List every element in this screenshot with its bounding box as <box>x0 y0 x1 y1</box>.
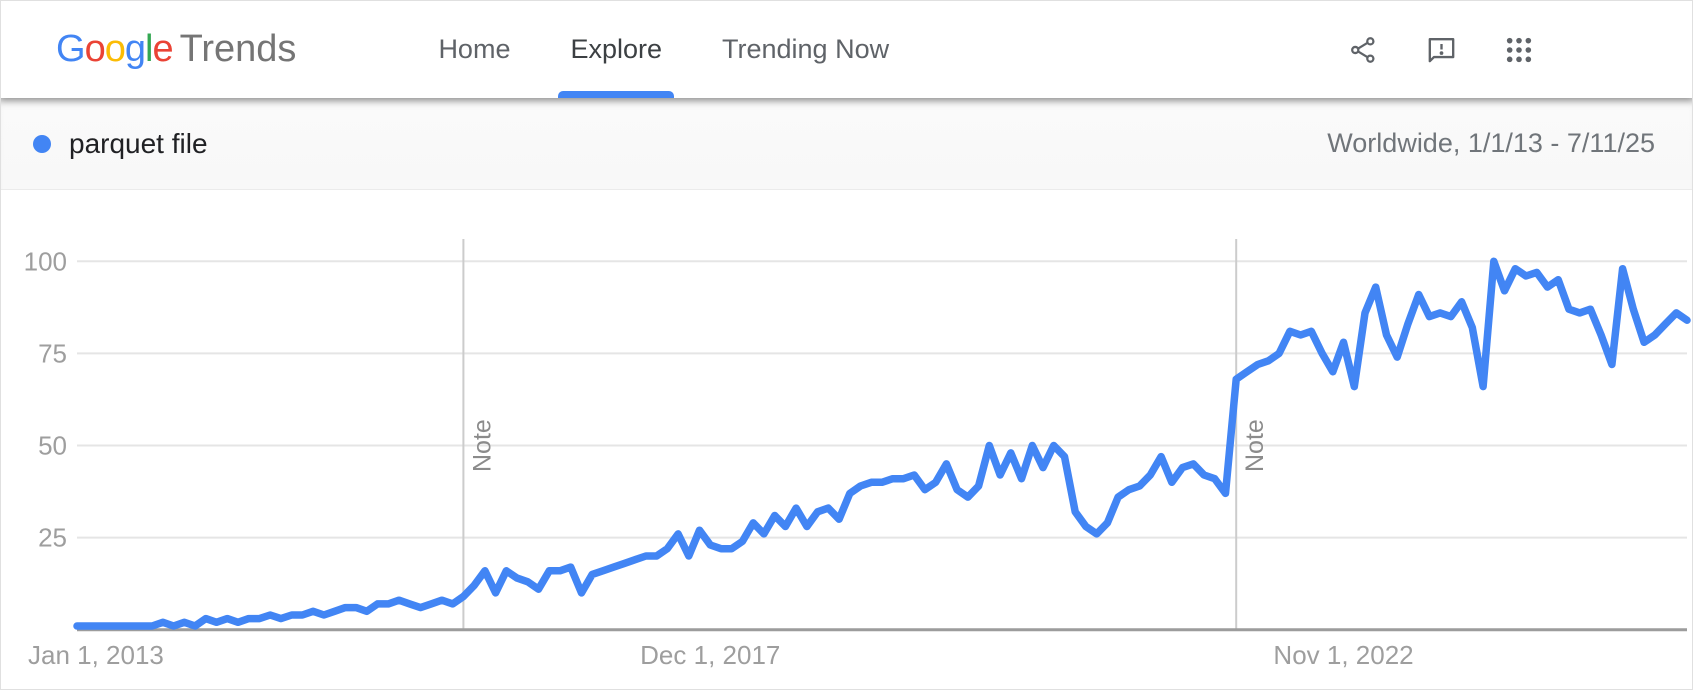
y-axis-tick-label: 25 <box>38 523 67 553</box>
active-tab-indicator <box>558 91 675 98</box>
note-label-1[interactable]: Note <box>468 419 496 472</box>
logo-letter: l <box>144 28 154 70</box>
y-axis-tick-label: 100 <box>24 246 67 276</box>
feedback-icon <box>1425 33 1458 66</box>
main-nav: Home Explore Trending Now <box>408 1 919 98</box>
trends-wordmark: Trends <box>179 28 297 70</box>
header-actions <box>1345 32 1537 68</box>
x-axis-tick-label: Dec 1, 2017 <box>640 640 780 670</box>
tab-home[interactable]: Home <box>408 1 540 98</box>
google-wordmark: Google <box>56 28 174 71</box>
term-label: parquet file <box>69 127 208 159</box>
tab-explore[interactable]: Explore <box>540 1 692 98</box>
x-axis-tick-label: Jan 1, 2013 <box>28 640 164 670</box>
search-term-bar: parquet file Worldwide, 1/1/13 - 7/11/25 <box>1 98 1692 190</box>
x-axis-tick-label: Nov 1, 2022 <box>1273 640 1413 670</box>
tab-label: Explore <box>570 34 663 64</box>
tab-label: Home <box>438 34 511 64</box>
logo-letter: e <box>152 28 173 70</box>
term-chip[interactable]: parquet file <box>33 128 208 160</box>
tab-label: Trending Now <box>722 34 890 64</box>
logo-letter: o <box>104 28 126 70</box>
apps-grid-icon <box>1503 34 1535 66</box>
logo-letter: G <box>56 28 86 70</box>
logo-letter: o <box>84 28 106 70</box>
interest-over-time-chart[interactable]: 25 50 75 100 Note Note Jan 1, 2013 Dec 1, 2017 N… <box>1 191 1693 690</box>
feedback-button[interactable] <box>1423 32 1459 68</box>
note-label-2[interactable]: Note <box>1241 419 1269 472</box>
tab-trending-now[interactable]: Trending Now <box>692 1 919 98</box>
apps-grid-button[interactable] <box>1501 32 1537 68</box>
google-trends-logo[interactable]: Google Trends <box>56 28 296 71</box>
share-button[interactable] <box>1345 32 1381 68</box>
app-header: Google Trends Home Explore Trending Now <box>1 1 1692 98</box>
scope-label: Worldwide, 1/1/13 - 7/11/25 <box>1327 128 1655 158</box>
trend-line-parquet-file[interactable] <box>73 257 1691 630</box>
logo-letter: g <box>124 28 146 70</box>
chart-canvas[interactable]: 25 50 75 100 Note Note Jan 1, 2013 Dec 1, 2017 N… <box>1 191 1693 690</box>
y-axis-tick-label: 50 <box>38 431 67 461</box>
share-icon <box>1347 34 1379 66</box>
series-color-dot <box>33 134 51 153</box>
y-axis-tick-label: 75 <box>38 338 67 368</box>
